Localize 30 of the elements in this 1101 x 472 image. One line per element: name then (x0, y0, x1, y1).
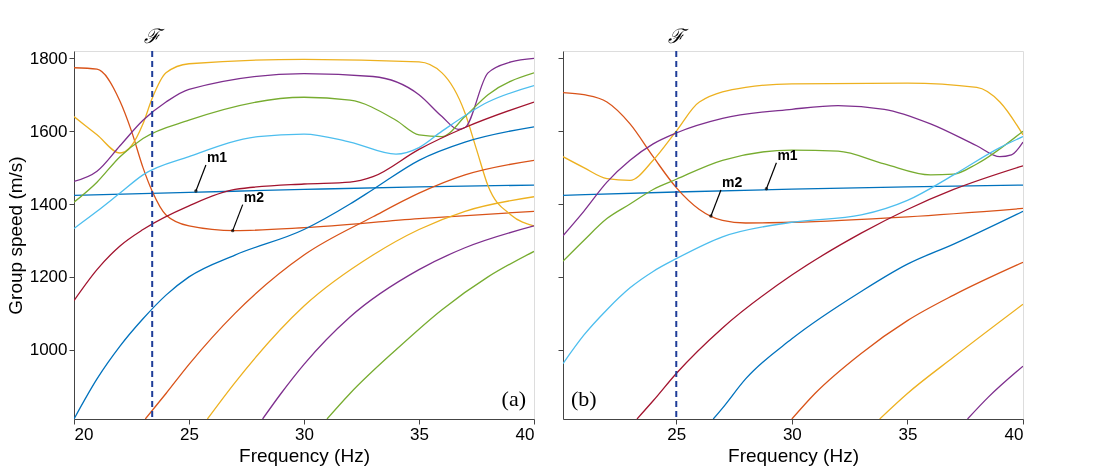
annotation: m1 (777, 146, 798, 163)
y-tick-label: 1000 (29, 340, 68, 360)
line-series (326, 250, 534, 419)
annotation: (a) (501, 386, 526, 411)
annotation: m1 (206, 148, 228, 165)
annotation: m2 (243, 188, 265, 205)
line-series (261, 225, 534, 419)
x-tick-label: 20 (74, 424, 94, 444)
line-series (74, 101, 534, 302)
y-tick-label: 1600 (29, 121, 68, 141)
x-tick-label: 40 (1004, 424, 1024, 444)
ref-line-label: ℱ (144, 24, 166, 48)
y-tick-label: 1800 (29, 48, 68, 68)
x-axis-title: Frequency (Hz) (728, 444, 859, 466)
line-series (74, 57, 534, 183)
line-series (74, 72, 534, 203)
y-tick-label: 1200 (29, 267, 68, 287)
x-axis-title: Frequency (Hz) (239, 444, 370, 466)
x-tick-label: 35 (410, 424, 429, 444)
x-tick-label: 40 (515, 424, 535, 444)
y-axis-title: Group speed (m/s) (4, 156, 26, 315)
x-tick-label: 30 (782, 424, 802, 444)
y-tick-label: 1400 (29, 194, 68, 214)
x-tick-label: 25 (180, 424, 199, 444)
x-tick-label: 30 (295, 424, 314, 444)
ref-line-label: ℱ (668, 24, 690, 48)
x-tick-label: 35 (898, 424, 918, 444)
annotation: m2 (721, 174, 743, 191)
annotation: (b) (571, 386, 597, 411)
x-tick-label: 25 (667, 424, 687, 444)
